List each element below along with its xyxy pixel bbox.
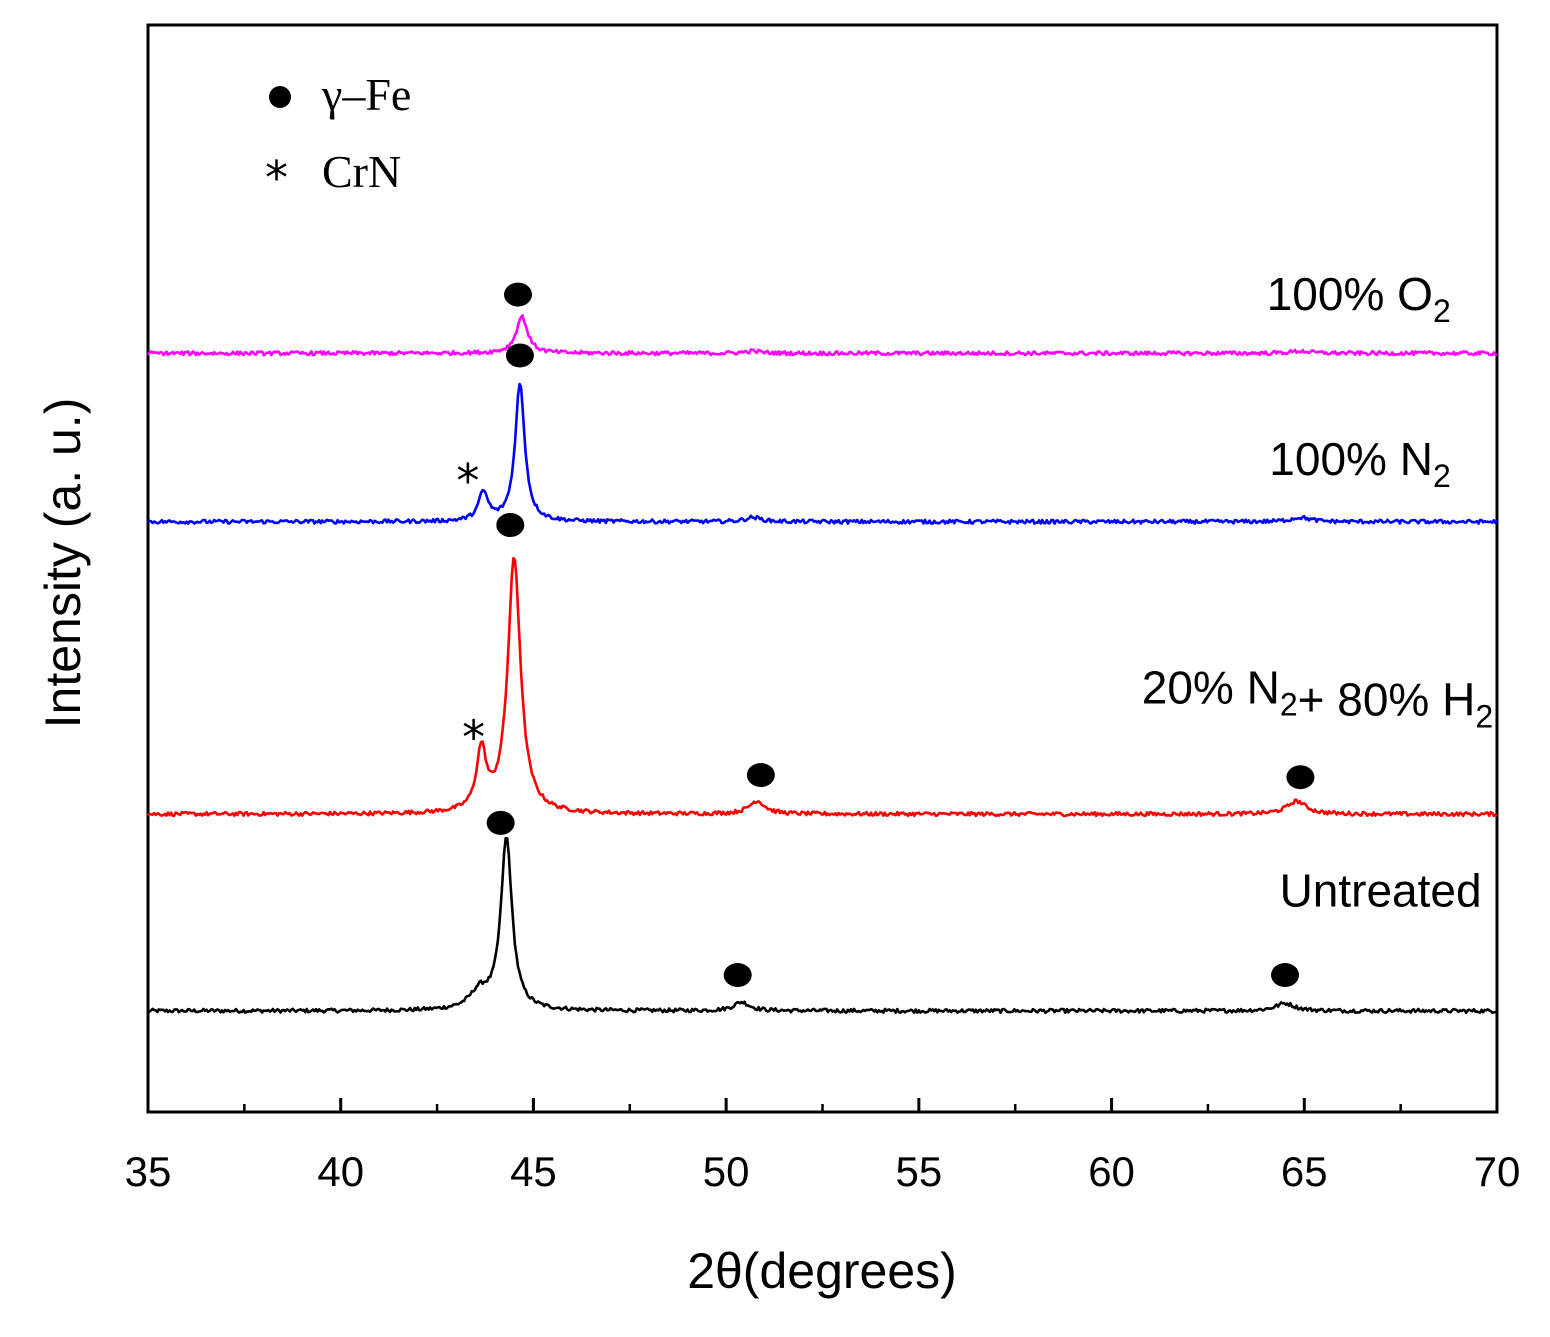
label-text: 20% N xyxy=(1142,661,1280,713)
legend-gamma-fe-marker xyxy=(269,86,291,108)
label-subscript: 2 xyxy=(1475,698,1493,734)
gamma-fe-marker xyxy=(723,963,752,988)
x-tick-label: 40 xyxy=(317,1148,364,1195)
phase-marker-layer: ** xyxy=(456,282,1315,988)
legend-crn-label: CrN xyxy=(322,146,401,197)
series-label-100-o2: 100% O2 xyxy=(1267,268,1451,329)
series-label-100-n2: 100% N2 xyxy=(1269,433,1450,494)
gamma-fe-marker xyxy=(504,282,533,307)
x-tick-label: 55 xyxy=(895,1148,942,1195)
label-text: + 80% H xyxy=(1298,673,1476,725)
label-subscript: 2 xyxy=(1433,458,1451,494)
label-text: 100% O xyxy=(1267,268,1433,320)
x-tick-label: 50 xyxy=(703,1148,750,1195)
series-label-20-n2-80-h2: 20% N2+ 80% H2 xyxy=(1142,661,1493,734)
x-tick-label: 35 xyxy=(125,1148,172,1195)
series-line-100-o2 xyxy=(146,314,1498,357)
series-label-untreated: Untreated xyxy=(1280,865,1482,917)
gamma-fe-marker xyxy=(1286,765,1315,790)
series-line-untreated xyxy=(147,836,1497,1014)
label-text: Untreated xyxy=(1280,865,1482,917)
gamma-fe-marker xyxy=(1271,963,1300,988)
x-tick-label: 60 xyxy=(1088,1148,1135,1195)
crn-marker: * xyxy=(456,454,479,508)
y-axis-title: Intensity (a. u.) xyxy=(35,398,91,729)
label-subscript: 2 xyxy=(1280,686,1298,722)
x-tick-label: 45 xyxy=(510,1148,557,1195)
series-line-20-n2-80-h2 xyxy=(147,556,1498,818)
label-text: 100% N xyxy=(1269,433,1433,485)
x-axis-title: 2θ(degrees) xyxy=(687,1243,957,1299)
plot-area: 35 40 45 50 55 60 65 70 xyxy=(125,23,1521,1195)
gamma-fe-marker xyxy=(505,343,534,368)
legend: γ–Fe * CrN xyxy=(265,69,411,205)
gamma-fe-marker xyxy=(746,763,775,788)
gamma-fe-marker xyxy=(496,513,525,538)
x-tick-label: 65 xyxy=(1281,1148,1328,1195)
series-line-100-n2 xyxy=(147,382,1499,525)
series-layer xyxy=(146,314,1499,1014)
x-tick-label: 70 xyxy=(1474,1148,1521,1195)
legend-crn-marker: * xyxy=(265,151,288,205)
label-subscript: 2 xyxy=(1433,293,1451,329)
crn-marker: * xyxy=(462,711,485,765)
gamma-fe-marker xyxy=(486,810,515,835)
legend-gamma-fe-label: γ–Fe xyxy=(321,69,411,120)
